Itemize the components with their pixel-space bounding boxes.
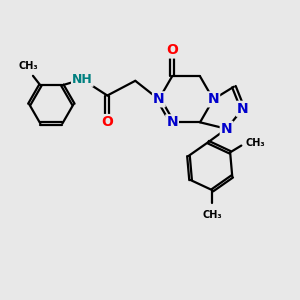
Text: N: N — [221, 122, 232, 136]
Text: CH₃: CH₃ — [19, 61, 38, 71]
Text: NH: NH — [72, 73, 93, 86]
Text: N: N — [237, 102, 249, 116]
Text: CH₃: CH₃ — [246, 138, 266, 148]
Text: O: O — [166, 44, 178, 58]
Text: N: N — [166, 115, 178, 129]
Text: N: N — [153, 92, 165, 106]
Text: CH₃: CH₃ — [203, 210, 222, 220]
Text: N: N — [208, 92, 219, 106]
Text: O: O — [101, 115, 113, 129]
